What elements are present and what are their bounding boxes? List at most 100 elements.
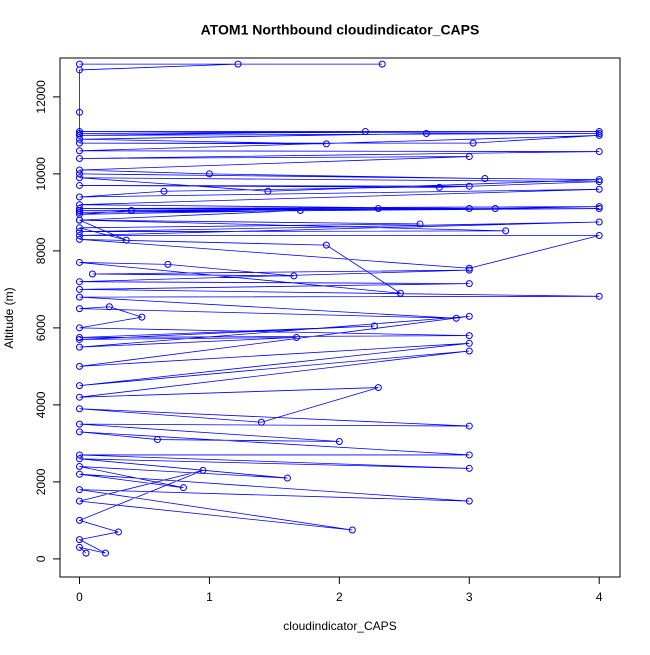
data-point [75, 235, 83, 243]
data-point [179, 484, 187, 492]
data-point [465, 264, 473, 272]
data-point [595, 218, 603, 226]
y-tick-label: 12000 [34, 80, 48, 114]
data-point [75, 208, 83, 216]
plot-box [59, 57, 621, 578]
data-point [75, 206, 83, 214]
data-point [491, 205, 499, 213]
data-point [75, 497, 83, 505]
data-point [75, 224, 83, 232]
data-point [595, 185, 603, 193]
data-point [595, 128, 603, 136]
data-point [335, 437, 343, 445]
x-tick-label: 4 [596, 590, 603, 604]
data-point [452, 314, 460, 322]
data-point [378, 60, 386, 68]
data-point [75, 108, 83, 116]
data-point [199, 466, 207, 474]
data-point [435, 183, 443, 191]
data-point [75, 405, 83, 413]
data-point [465, 422, 473, 430]
data-point [595, 292, 603, 300]
data-point [296, 206, 304, 214]
data-point [75, 420, 83, 428]
data-line [78, 63, 600, 554]
x-tick-label: 3 [466, 590, 473, 604]
data-point [75, 305, 83, 313]
data-point [75, 536, 83, 544]
data-point [75, 451, 83, 459]
data-point [75, 455, 83, 463]
data-point [114, 528, 122, 536]
data-point [374, 384, 382, 392]
data-point [465, 451, 473, 459]
data-point [160, 187, 168, 195]
data-point [75, 139, 83, 147]
data-point [138, 313, 146, 321]
y-tick-label: 2000 [34, 468, 48, 495]
data-point [481, 175, 489, 183]
data-point [75, 516, 83, 524]
data-point [465, 153, 473, 161]
data-point [75, 486, 83, 494]
y-axis-label: Altitude (m) [2, 287, 16, 348]
data-point [595, 148, 603, 156]
data-point [595, 203, 603, 211]
data-point [396, 289, 404, 297]
data-point [465, 347, 473, 355]
data-point [75, 170, 83, 178]
data-point [465, 497, 473, 505]
data-point [416, 220, 424, 228]
data-point [127, 206, 135, 214]
data-point [88, 270, 96, 278]
data-point [595, 176, 603, 184]
data-point [75, 128, 83, 136]
data-point [595, 129, 603, 137]
data-point [75, 174, 83, 182]
data-point [234, 60, 242, 68]
data-point [75, 285, 83, 293]
data-point [374, 205, 382, 213]
data-point [348, 526, 356, 534]
data-point [75, 216, 83, 224]
chart-title: ATOM1 Northbound cloudindicator_CAPS [201, 22, 480, 38]
y-tick-label: 0 [34, 555, 48, 562]
data-point [75, 258, 83, 266]
y-tick-label: 6000 [34, 314, 48, 341]
data-point [75, 470, 83, 478]
data-point [75, 334, 83, 342]
data-point [465, 464, 473, 472]
data-point [82, 549, 90, 557]
data-point [292, 334, 300, 342]
data-point [361, 128, 369, 136]
data-point [465, 312, 473, 320]
data-point [595, 178, 603, 186]
data-point [502, 227, 510, 235]
x-tick-label: 0 [76, 590, 83, 604]
data-point [75, 66, 83, 74]
data-point [422, 129, 430, 137]
data-point [75, 543, 83, 551]
data-point [469, 139, 477, 147]
data-point [322, 241, 330, 249]
x-axis-label: cloudindicator_CAPS [283, 619, 396, 633]
data-point [75, 166, 83, 174]
data-point [283, 474, 291, 482]
data-point [75, 393, 83, 401]
data-point [75, 362, 83, 370]
x-tick-label: 2 [336, 590, 343, 604]
data-point [465, 182, 473, 190]
data-point [465, 332, 473, 340]
y-tick-label: 10000 [34, 157, 48, 191]
data-point [257, 418, 265, 426]
data-point [465, 266, 473, 274]
data-point [322, 140, 330, 148]
data-point [465, 280, 473, 288]
data-point [75, 463, 83, 471]
data-point [370, 322, 378, 330]
data-point [75, 135, 83, 143]
data-point [75, 193, 83, 201]
data-point [75, 278, 83, 286]
